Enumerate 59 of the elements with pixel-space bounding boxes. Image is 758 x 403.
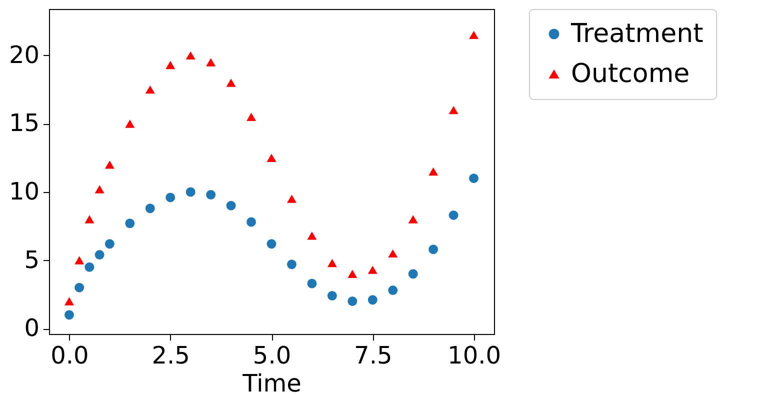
point [408, 269, 418, 279]
point [94, 185, 104, 194]
point [368, 266, 378, 274]
point [388, 286, 398, 296]
x-axis-title: Time [242, 370, 302, 398]
legend-label: Treatment [570, 19, 704, 49]
point [388, 249, 398, 258]
point [125, 218, 135, 228]
point [266, 239, 276, 249]
point [266, 154, 276, 162]
point [286, 260, 296, 270]
point [145, 204, 155, 214]
point [145, 85, 155, 94]
point [469, 30, 479, 40]
point [226, 78, 236, 87]
x-tick-label: 5.0 [252, 342, 292, 370]
point [327, 291, 337, 300]
point [348, 296, 358, 306]
point [206, 58, 216, 66]
y-tick-label: 0 [24, 314, 40, 342]
point [64, 297, 74, 306]
point [448, 106, 458, 114]
point [307, 232, 317, 240]
point [84, 262, 94, 272]
y-tick-label: 10 [8, 177, 40, 206]
legend-label: Outcome [571, 59, 690, 89]
point [94, 250, 104, 260]
point [104, 160, 114, 169]
point [186, 187, 196, 197]
point [448, 210, 458, 220]
point [226, 200, 236, 210]
point [186, 51, 196, 60]
point [125, 120, 135, 128]
point [428, 244, 438, 254]
x-tick-label: 0.0 [50, 342, 89, 370]
point [74, 256, 84, 264]
y-tick-label: 15 [8, 109, 40, 138]
point [246, 217, 256, 227]
point [428, 167, 438, 176]
point [206, 190, 216, 200]
point [74, 282, 84, 292]
point [104, 239, 114, 249]
point [327, 258, 337, 268]
y-tick-label: 5 [24, 246, 40, 274]
point [84, 215, 94, 224]
point [348, 270, 358, 278]
x-tick-label: 10.0 [448, 342, 501, 370]
point [307, 278, 317, 288]
x-tick-label: 7.5 [354, 342, 392, 370]
point [166, 60, 176, 70]
x-tick-label: 2.5 [152, 342, 190, 370]
point [286, 194, 296, 203]
point [408, 215, 418, 224]
point [166, 192, 176, 202]
point [246, 112, 256, 121]
point [64, 310, 74, 320]
point [469, 174, 479, 184]
y-tick-label: 20 [8, 40, 40, 69]
point [368, 295, 378, 305]
